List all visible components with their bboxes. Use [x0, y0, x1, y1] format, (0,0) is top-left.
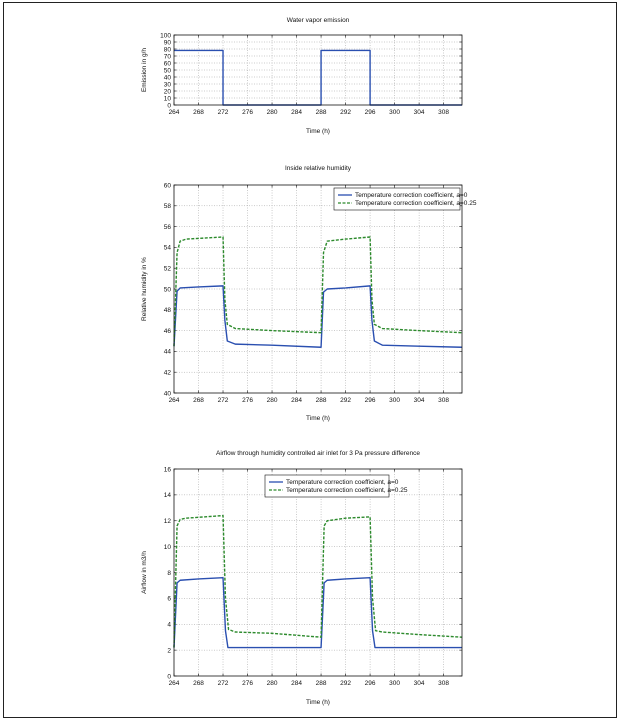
x-tick-label: 276 — [242, 397, 253, 404]
y-tick-label: 60 — [164, 60, 172, 67]
x-axis-label: Time (h) — [306, 415, 330, 422]
x-tick-label: 284 — [291, 680, 302, 687]
x-tick-label: 272 — [218, 109, 229, 116]
y-axis-label: Airflow in m3/h — [141, 551, 148, 594]
legend-label-1: Temperature correction coefficient, a=0 — [355, 192, 468, 199]
x-tick-label: 308 — [438, 680, 449, 687]
y-axis-label: Relative humidity in % — [141, 257, 148, 321]
y-tick-label: 90 — [164, 39, 172, 46]
x-tick-label: 268 — [193, 109, 204, 116]
series-line-2 — [173, 236, 463, 347]
x-tick-label: 272 — [218, 680, 229, 687]
y-tick-label: 40 — [164, 74, 172, 81]
x-tick-label: 296 — [365, 109, 376, 116]
axes-box — [173, 34, 463, 106]
series-line-1 — [173, 576, 462, 649]
x-tick-label: 300 — [389, 680, 400, 687]
y-tick-label: 10 — [164, 544, 172, 551]
y-tick-label: 52 — [164, 266, 172, 273]
x-tick-label: 300 — [389, 109, 400, 116]
chart-title: Airflow through humidity controlled air … — [216, 450, 420, 457]
x-axis-label: Time (h) — [306, 128, 330, 135]
y-tick-label: 2 — [167, 647, 171, 654]
chart-3: 264 268 272 276 280 284 288 292 296 300 304 308 0 2 4 6… — [141, 450, 463, 706]
y-tick-label: 0 — [167, 673, 171, 680]
y-tick-label: 80 — [164, 46, 172, 53]
legend: Temperature correction coefficient, a=0T… — [333, 187, 477, 211]
legend-box — [264, 474, 390, 498]
legend-label-2: Temperature correction coefficient, a=0.… — [286, 487, 408, 494]
x-tick-label: 300 — [389, 397, 400, 404]
y-tick-label: 0 — [167, 102, 171, 109]
y-tick-label: 50 — [164, 67, 172, 74]
y-tick-label: 50 — [164, 286, 172, 293]
x-tick-label: 272 — [218, 397, 229, 404]
x-tick-label: 304 — [414, 680, 425, 687]
x-tick-label: 288 — [316, 397, 327, 404]
x-tick-label: 264 — [169, 109, 180, 116]
y-tick-label: 42 — [164, 370, 172, 377]
y-tick-label: 44 — [164, 349, 172, 356]
x-tick-label: 280 — [267, 397, 278, 404]
y-tick-label: 14 — [164, 492, 172, 499]
x-tick-label: 268 — [193, 680, 204, 687]
chart-1: 264 268 272 276 280 284 288 292 296 300 304 3080102… — [141, 17, 463, 135]
x-tick-label: 264 — [169, 397, 180, 404]
series-line-2 — [173, 514, 463, 648]
x-tick-label: 284 — [291, 397, 302, 404]
y-tick-label: 10 — [164, 95, 172, 102]
series-line-1 — [173, 285, 463, 348]
x-tick-label: 276 — [242, 109, 253, 116]
y-tick-label: 58 — [164, 203, 172, 210]
y-tick-label: 70 — [164, 53, 172, 60]
y-tick-label: 8 — [167, 570, 171, 577]
y-tick-label: 12 — [164, 518, 172, 525]
axes-box — [173, 184, 463, 394]
x-tick-label: 304 — [414, 109, 425, 116]
y-tick-label: 20 — [164, 88, 172, 95]
x-tick-label: 284 — [291, 109, 302, 116]
chart-2: 264 268 272 276 280 284 288 292 296 300 304 308 40 42… — [141, 165, 477, 422]
x-tick-label: 288 — [316, 680, 327, 687]
x-tick-label: 304 — [414, 397, 425, 404]
y-tick-label: 60 — [164, 182, 172, 189]
y-tick-label: 54 — [164, 245, 172, 252]
y-tick-label: 6 — [167, 596, 171, 603]
y-tick-label: 46 — [164, 328, 172, 335]
legend-box — [333, 187, 461, 211]
series-line-1 — [174, 49, 462, 106]
y-tick-label: 30 — [164, 81, 172, 88]
legend: Temperature correction coefficient, a=0T… — [264, 474, 408, 498]
x-tick-label: 280 — [267, 680, 278, 687]
x-tick-label: 292 — [340, 109, 351, 116]
x-tick-label: 292 — [340, 680, 351, 687]
x-tick-label: 288 — [316, 109, 327, 116]
legend-label-1: Temperature correction coefficient, a=0 — [286, 479, 399, 486]
y-tick-label: 56 — [164, 224, 172, 231]
x-tick-label: 268 — [193, 397, 204, 404]
x-tick-label: 276 — [242, 680, 253, 687]
y-axis-label: Emission in g/h — [141, 48, 148, 92]
y-tick-label: 100 — [160, 32, 171, 39]
y-tick-label: 48 — [164, 307, 172, 314]
x-tick-label: 292 — [340, 397, 351, 404]
y-tick-label: 40 — [164, 390, 172, 397]
chart-title: Water vapor emission — [287, 17, 350, 24]
chart-title: Inside relative humidity — [285, 165, 352, 172]
axes-box — [173, 468, 463, 677]
legend-label-2: Temperature correction coefficient, a=0.… — [355, 200, 477, 207]
y-tick-label: 4 — [167, 622, 171, 629]
x-tick-label: 280 — [267, 109, 278, 116]
x-tick-label: 308 — [438, 109, 449, 116]
x-tick-label: 264 — [169, 680, 180, 687]
x-tick-label: 308 — [438, 397, 449, 404]
x-tick-label: 296 — [365, 680, 376, 687]
y-tick-label: 16 — [164, 466, 172, 473]
x-tick-label: 296 — [365, 397, 376, 404]
x-axis-label: Time (h) — [306, 699, 330, 706]
